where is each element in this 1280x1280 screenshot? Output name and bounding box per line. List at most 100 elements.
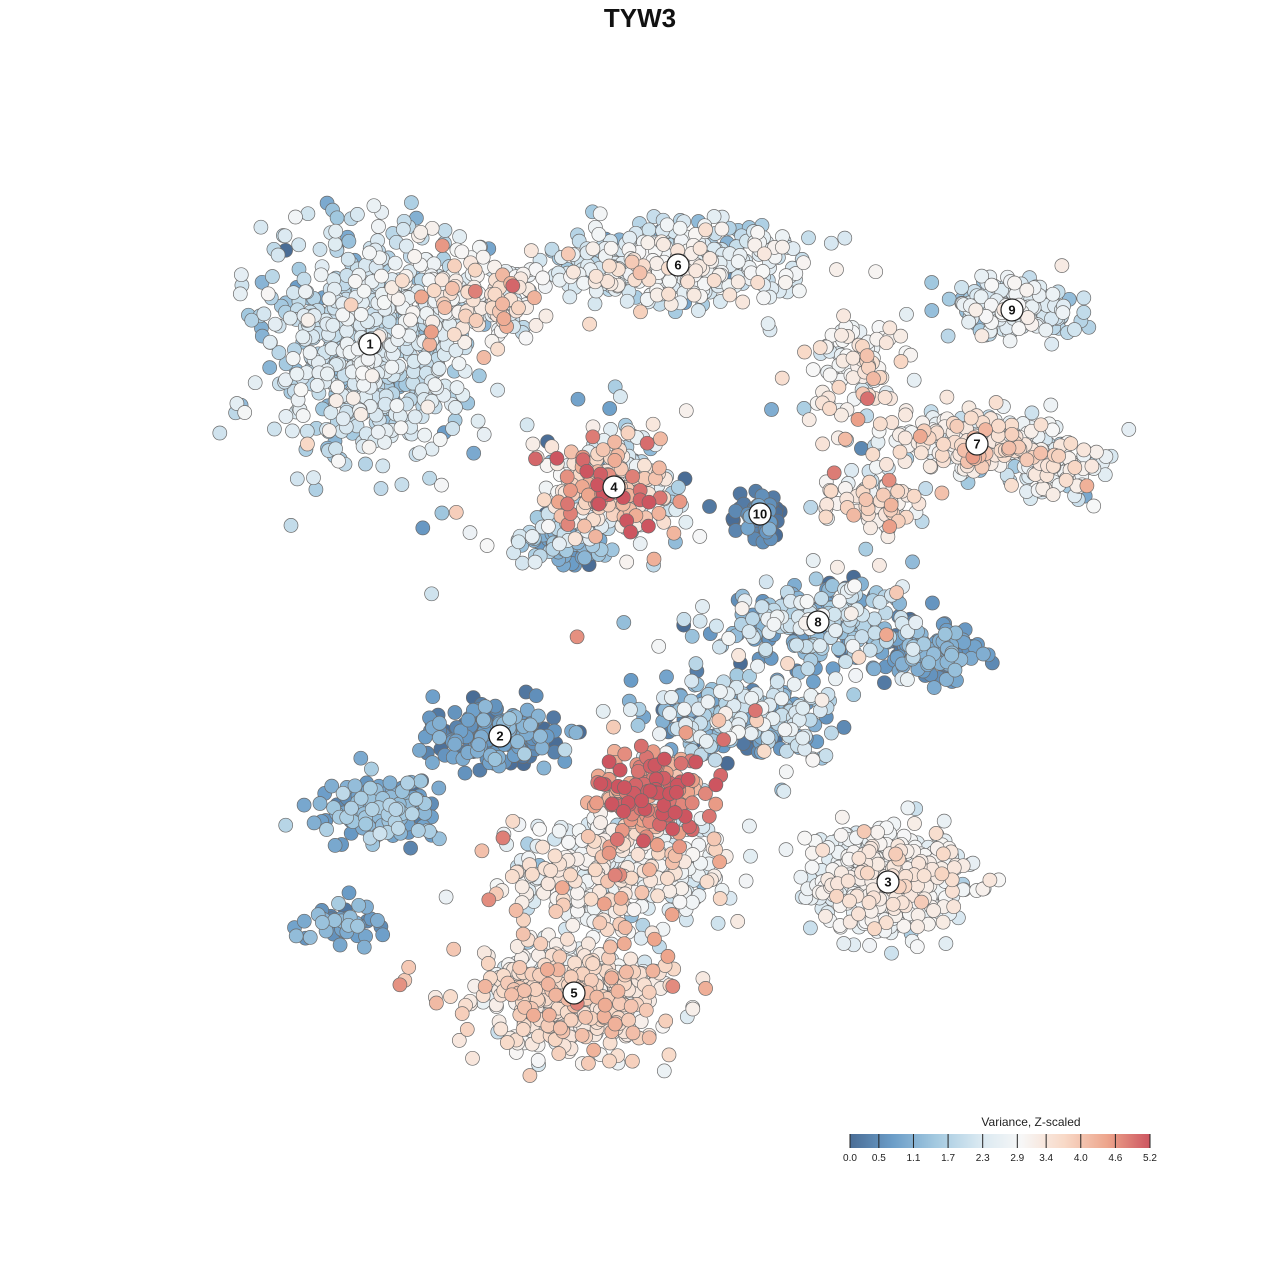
data-point <box>536 760 552 776</box>
data-point <box>1121 422 1137 437</box>
data-point <box>834 327 849 343</box>
data-point <box>457 765 473 781</box>
data-point <box>754 599 770 615</box>
data-point <box>984 277 1000 293</box>
data-point <box>362 245 377 261</box>
data-point <box>814 591 829 606</box>
data-point <box>799 594 815 609</box>
data-point <box>404 806 420 822</box>
data-point <box>282 310 298 326</box>
data-point <box>578 1009 593 1025</box>
data-point <box>551 823 567 839</box>
data-point <box>465 1050 480 1066</box>
data-point <box>347 274 363 289</box>
data-point <box>625 1053 640 1069</box>
data-point <box>324 778 340 794</box>
data-point <box>659 669 674 685</box>
data-point <box>476 712 491 728</box>
data-point <box>921 655 937 671</box>
data-point <box>283 518 299 533</box>
data-point <box>1063 436 1079 451</box>
data-point <box>437 300 453 315</box>
data-point <box>878 335 894 351</box>
data-point <box>914 894 929 910</box>
data-point <box>527 554 543 570</box>
data-point <box>1076 442 1092 458</box>
data-point <box>328 393 344 408</box>
data-point <box>780 656 795 671</box>
data-point <box>445 421 460 436</box>
data-point <box>836 936 852 951</box>
data-point <box>656 1063 672 1079</box>
data-point <box>585 241 601 257</box>
data-point <box>505 813 521 829</box>
data-point <box>580 829 596 844</box>
data-point <box>403 840 418 856</box>
data-point <box>646 551 662 567</box>
chart-title: TYW3 <box>604 3 676 33</box>
data-point <box>563 483 578 498</box>
data-point <box>829 262 844 277</box>
data-point <box>343 297 359 313</box>
data-point <box>414 289 429 305</box>
data-point <box>526 1007 541 1023</box>
data-point <box>508 903 524 918</box>
data-point <box>530 1053 546 1068</box>
data-point <box>743 726 759 741</box>
data-point <box>750 275 766 290</box>
data-point <box>389 398 405 413</box>
data-point <box>1004 426 1020 442</box>
data-point <box>1007 275 1022 291</box>
data-point <box>846 687 862 703</box>
data-point <box>692 529 708 544</box>
data-point <box>805 553 821 568</box>
data-point <box>764 402 779 417</box>
data-point <box>867 921 882 937</box>
data-point <box>586 1042 602 1058</box>
data-point <box>262 360 278 375</box>
data-point <box>630 718 646 733</box>
data-point <box>568 725 584 741</box>
data-point <box>698 222 713 238</box>
data-point <box>823 235 839 251</box>
data-point <box>447 705 463 720</box>
data-point <box>856 824 872 839</box>
data-point <box>426 283 442 298</box>
data-point <box>678 514 694 530</box>
data-point <box>721 631 737 646</box>
data-point <box>808 571 824 587</box>
data-point <box>634 885 650 900</box>
data-point <box>660 949 676 964</box>
data-point <box>233 267 249 283</box>
data-point <box>1055 305 1071 320</box>
data-point <box>879 627 894 643</box>
data-point <box>434 477 449 493</box>
data-point <box>806 674 821 690</box>
data-point <box>495 296 510 312</box>
data-point <box>844 463 859 478</box>
data-point <box>647 931 662 947</box>
data-point <box>805 362 821 377</box>
data-point <box>651 638 667 654</box>
data-point <box>306 815 322 831</box>
data-point <box>449 380 465 395</box>
data-point <box>341 233 357 249</box>
data-point <box>262 334 278 350</box>
data-point <box>866 371 881 387</box>
data-point <box>548 904 564 919</box>
data-point <box>692 613 708 629</box>
data-point <box>560 246 576 262</box>
data-point <box>382 775 398 791</box>
data-point <box>924 303 940 318</box>
data-point <box>731 648 746 663</box>
data-point <box>499 1035 515 1050</box>
data-point <box>691 303 706 318</box>
data-point <box>358 816 374 832</box>
data-point <box>1067 460 1083 475</box>
data-point <box>756 246 772 262</box>
data-point <box>672 220 688 236</box>
data-point <box>1044 336 1060 352</box>
data-point <box>868 264 884 280</box>
data-point <box>512 960 528 975</box>
data-point <box>446 941 462 957</box>
